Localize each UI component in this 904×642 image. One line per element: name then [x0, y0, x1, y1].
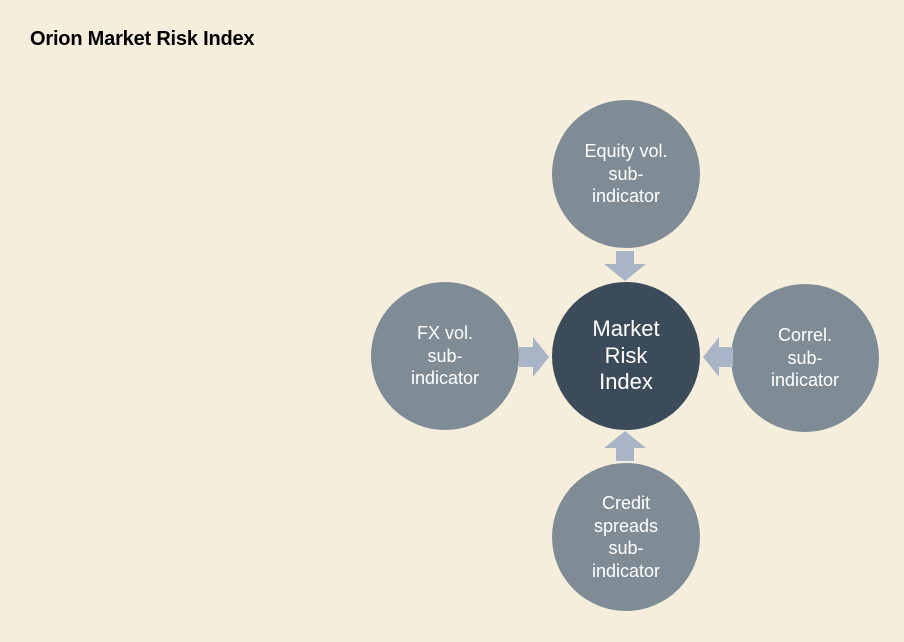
equity-vol-sub-indicator-label: Equity vol. sub- indicator: [584, 141, 668, 207]
market-risk-index-node: Market Risk Index: [552, 282, 700, 430]
fx-vol-sub-indicator-label: FX vol. sub- indicator: [410, 323, 480, 389]
arrow-down-shape: [604, 251, 646, 281]
equity-vol-sub-indicator-node: Equity vol. sub- indicator: [552, 100, 700, 248]
arrow-up-icon: [604, 431, 646, 461]
correl-sub-indicator-label: Correl. sub- indicator: [770, 325, 840, 391]
correl-sub-indicator-node: Correl. sub- indicator: [731, 284, 879, 432]
credit-spreads-sub-indicator-label: Credit spreads sub- indicator: [591, 493, 661, 581]
credit-spreads-sub-indicator-node: Credit spreads sub- indicator: [552, 463, 700, 611]
arrow-down-icon: [604, 251, 646, 281]
arrow-up-shape: [604, 431, 646, 461]
arrow-left-shape: [703, 337, 733, 377]
arrow-right-shape: [519, 337, 549, 377]
fx-vol-sub-indicator-node: FX vol. sub- indicator: [371, 282, 519, 430]
market-risk-index-label: Market Risk Index: [592, 316, 660, 395]
arrow-right-icon: [519, 337, 549, 377]
page-title: Orion Market Risk Index: [30, 28, 255, 50]
arrow-left-icon: [703, 337, 733, 377]
